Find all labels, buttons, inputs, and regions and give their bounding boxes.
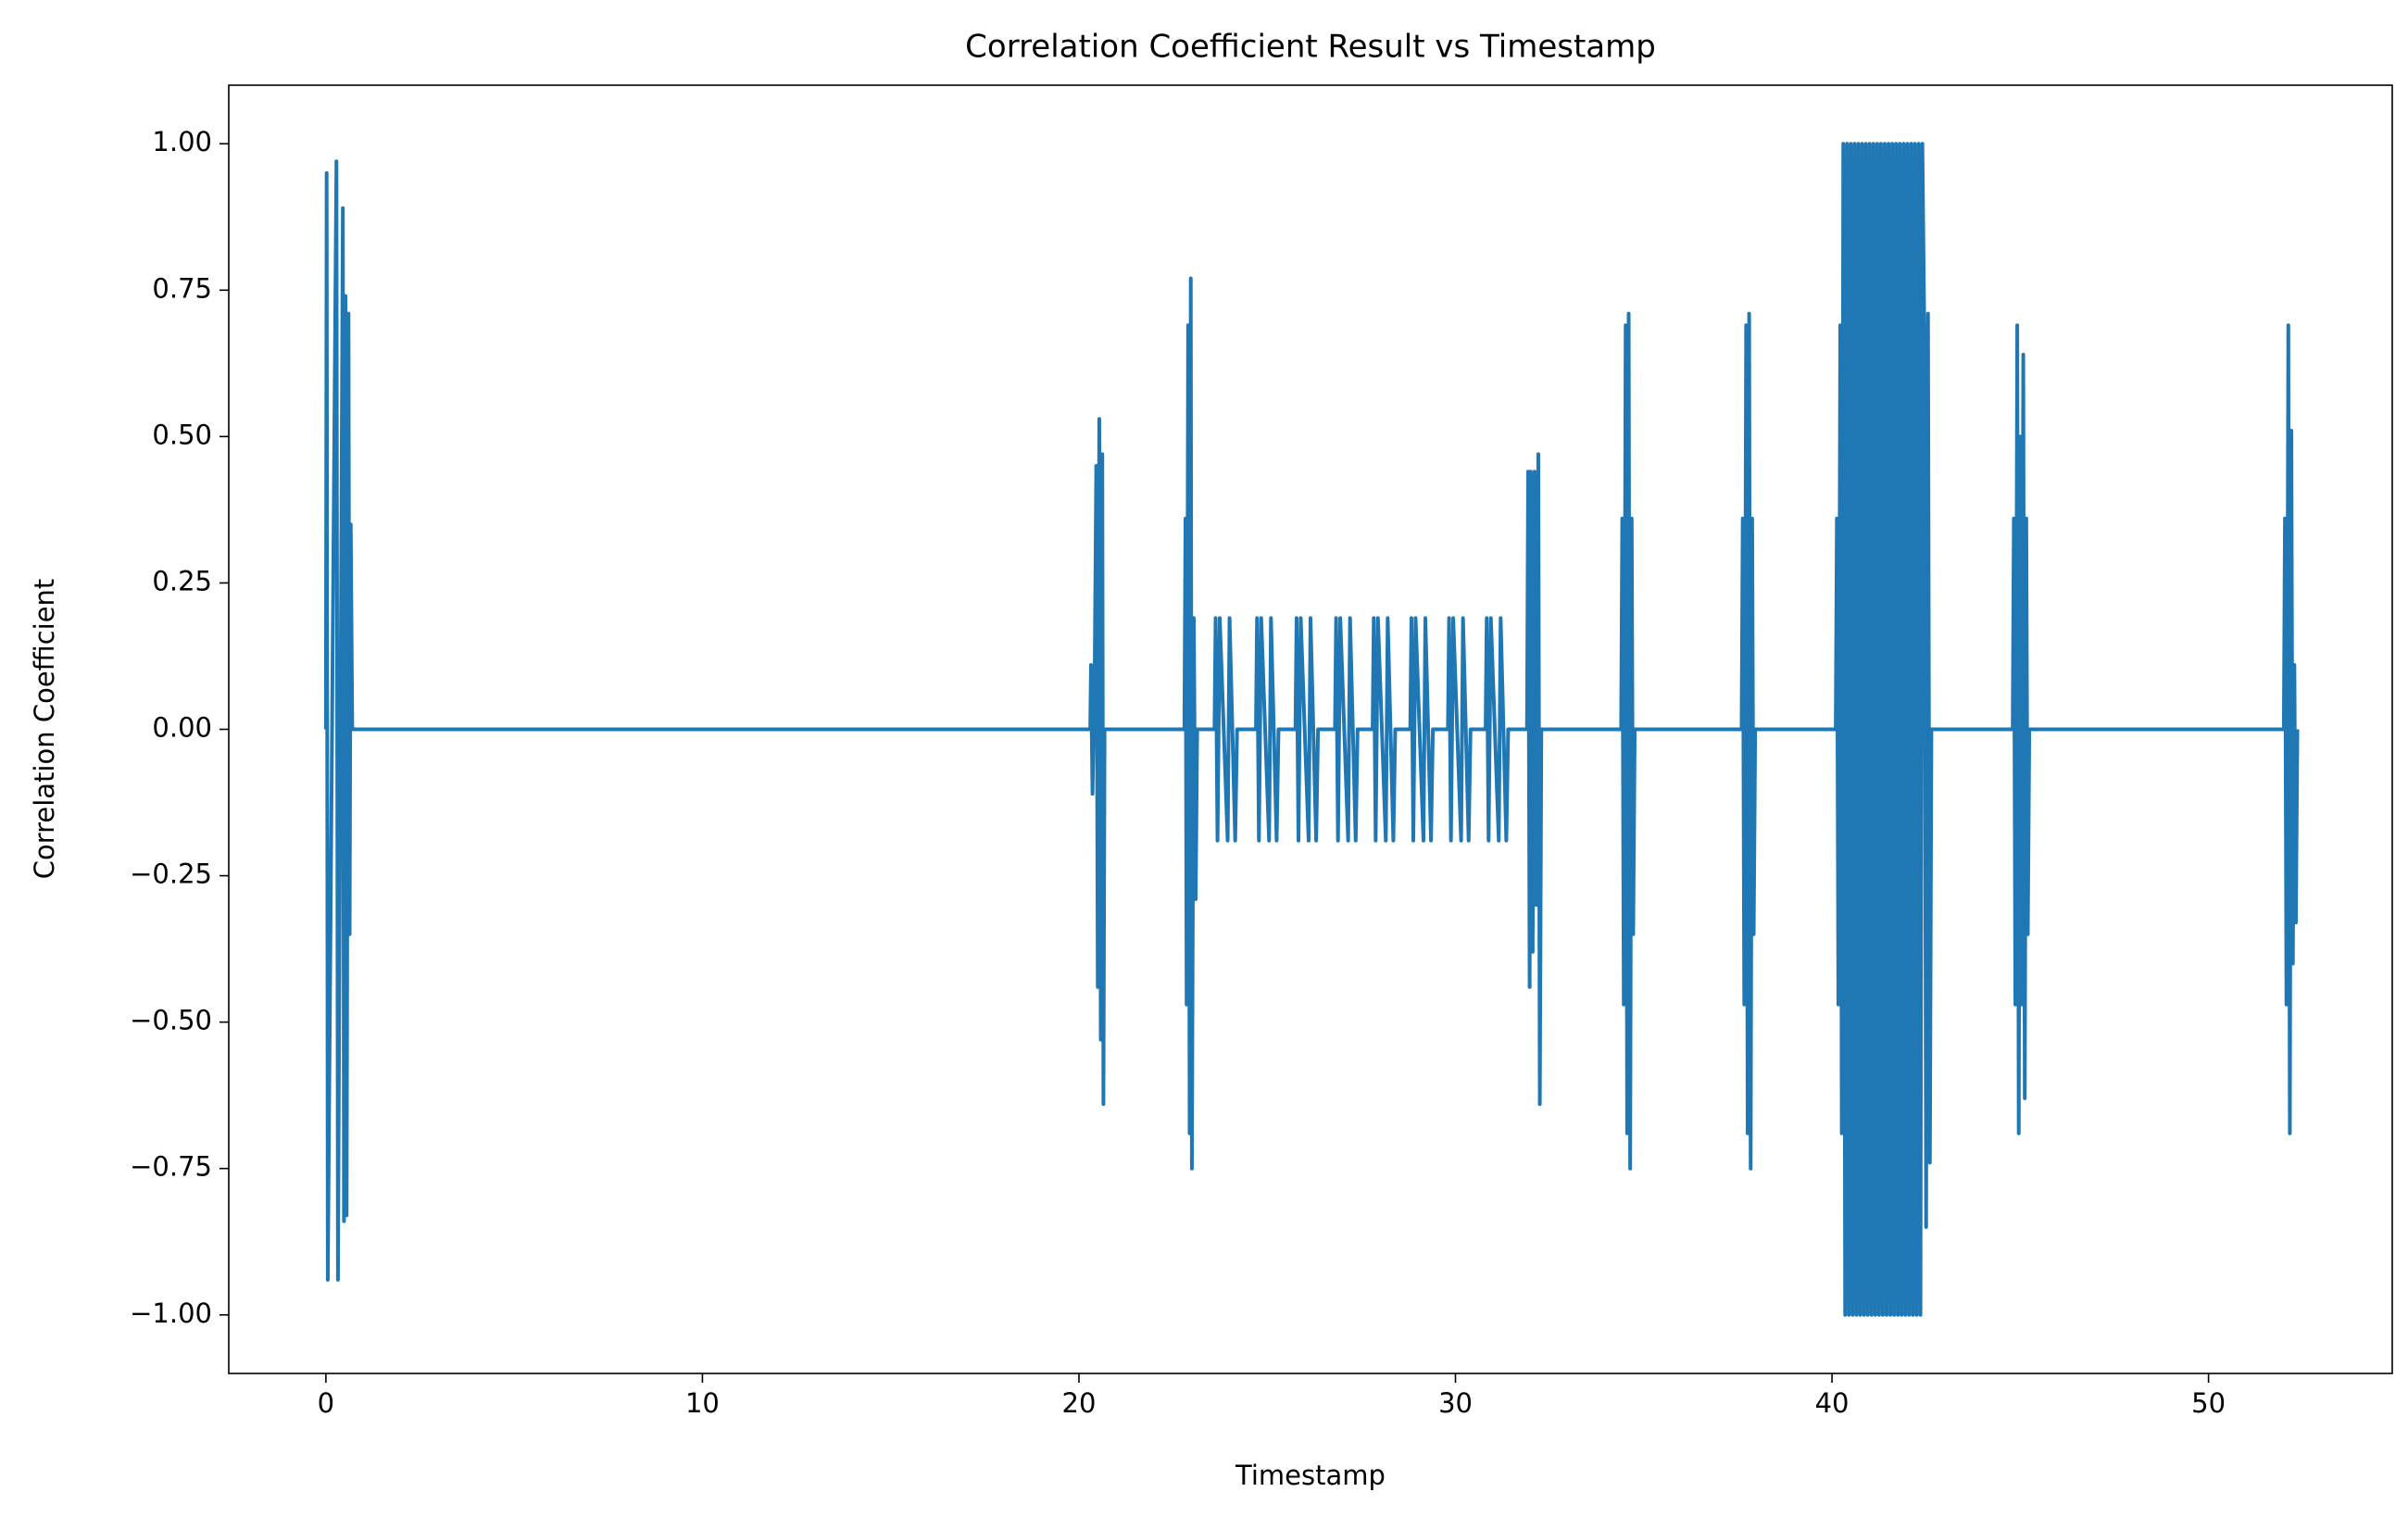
x-tick-label: 20 <box>1062 1387 1097 1419</box>
x-tick-label: 30 <box>1438 1387 1473 1419</box>
x-tick-label: 40 <box>1815 1387 1850 1419</box>
data-line <box>323 142 2300 1317</box>
y-axis-label: Correlation Coefficient <box>29 579 60 880</box>
y-tick-label: 0.50 <box>152 419 212 450</box>
x-axis-label: Timestamp <box>1235 1460 1386 1491</box>
chart-title: Correlation Coefficient Result vs Timest… <box>965 29 1656 66</box>
y-tick-label: −0.75 <box>130 1151 212 1183</box>
y-tick-label: −0.50 <box>130 1005 212 1036</box>
y-tick-label: −0.25 <box>130 859 212 890</box>
y-tick-label: 0.00 <box>152 712 212 744</box>
x-tick-label: 50 <box>2191 1387 2226 1419</box>
y-tick-label: 0.25 <box>152 565 212 596</box>
y-tick-label: 1.00 <box>152 126 212 157</box>
y-tick-label: 0.75 <box>152 272 212 304</box>
y-tick-label: −1.00 <box>130 1298 212 1329</box>
x-tick-label: 10 <box>685 1387 720 1419</box>
plot-frame <box>228 84 2393 1374</box>
x-tick-label: 0 <box>318 1387 334 1419</box>
